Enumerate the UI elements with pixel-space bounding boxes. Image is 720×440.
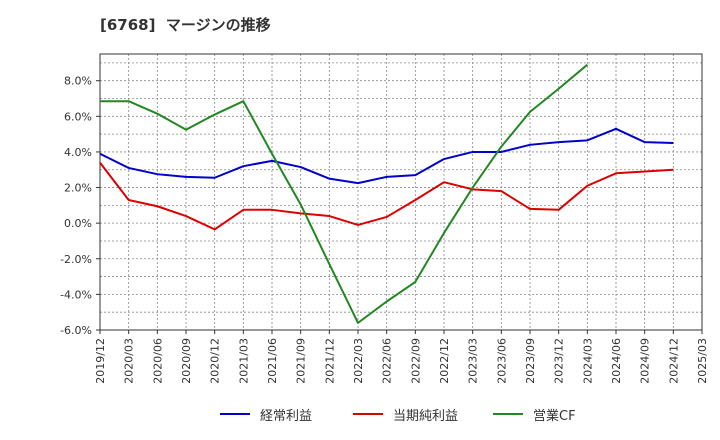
y-tick-label: -6.0%: [60, 324, 92, 337]
x-tick-label: 2020/06: [151, 338, 164, 384]
x-tick-label: 2022/06: [381, 338, 394, 384]
x-tick-label: 2020/03: [123, 338, 136, 384]
y-tick-label: 4.0%: [64, 146, 92, 159]
x-tick-label: 2024/03: [581, 338, 594, 384]
x-tick-label: 2021/06: [266, 338, 279, 384]
plot-area: [100, 54, 702, 330]
legend-label-net-income: 当期純利益: [393, 408, 459, 424]
x-tick-label: 2023/03: [467, 338, 480, 384]
legend-item-net-income: 当期純利益: [353, 402, 458, 426]
legend-label-operating-cf: 営業CF: [533, 408, 576, 424]
x-tick-label: 2021/09: [295, 338, 308, 384]
x-tick-label: 2023/12: [553, 338, 566, 384]
legend-swatch-operating-cf: [493, 413, 523, 415]
y-tick-label: 2.0%: [64, 182, 92, 195]
x-tick-label: 2021/12: [323, 338, 336, 384]
y-tick-label: 8.0%: [64, 75, 92, 88]
legend-swatch-recurring-profit: [220, 413, 250, 415]
x-tick-label: 2024/12: [667, 338, 680, 384]
x-tick-label: 2022/03: [352, 338, 365, 384]
legend-label-recurring-profit: 経常利益: [260, 408, 313, 424]
x-tick-label: 2024/09: [639, 338, 652, 384]
y-tick-label: 6.0%: [64, 110, 92, 123]
series-line-1: [99, 162, 674, 231]
y-tick-label: -4.0%: [60, 288, 92, 301]
x-tick-label: 2024/06: [610, 338, 623, 384]
x-tick-label: 2021/03: [237, 338, 250, 384]
y-tick-label: -2.0%: [60, 253, 92, 266]
x-tick-label: 2019/12: [94, 338, 107, 384]
x-tick-label: 2020/12: [209, 338, 222, 384]
chart-title: [6768] マージンの推移: [100, 16, 271, 34]
y-tick-label: 0.0%: [64, 217, 92, 230]
x-tick-label: 2022/09: [409, 338, 422, 384]
chart-legend: 経常利益 当期純利益 営業CF: [0, 402, 720, 426]
x-tick-label: 2025/03: [696, 338, 709, 384]
x-tick-label: 2022/12: [438, 338, 451, 384]
x-tick-label: 2020/09: [180, 338, 193, 384]
x-tick-label: 2023/06: [495, 338, 508, 384]
legend-item-recurring-profit: 経常利益: [220, 402, 312, 426]
legend-item-operating-cf: 営業CF: [493, 402, 576, 426]
legend-swatch-net-income: [353, 413, 383, 415]
x-tick-label: 2023/09: [524, 338, 537, 384]
series-line-2: [100, 63, 588, 324]
plot-frame: [99, 53, 703, 331]
series-line-0: [99, 127, 674, 185]
